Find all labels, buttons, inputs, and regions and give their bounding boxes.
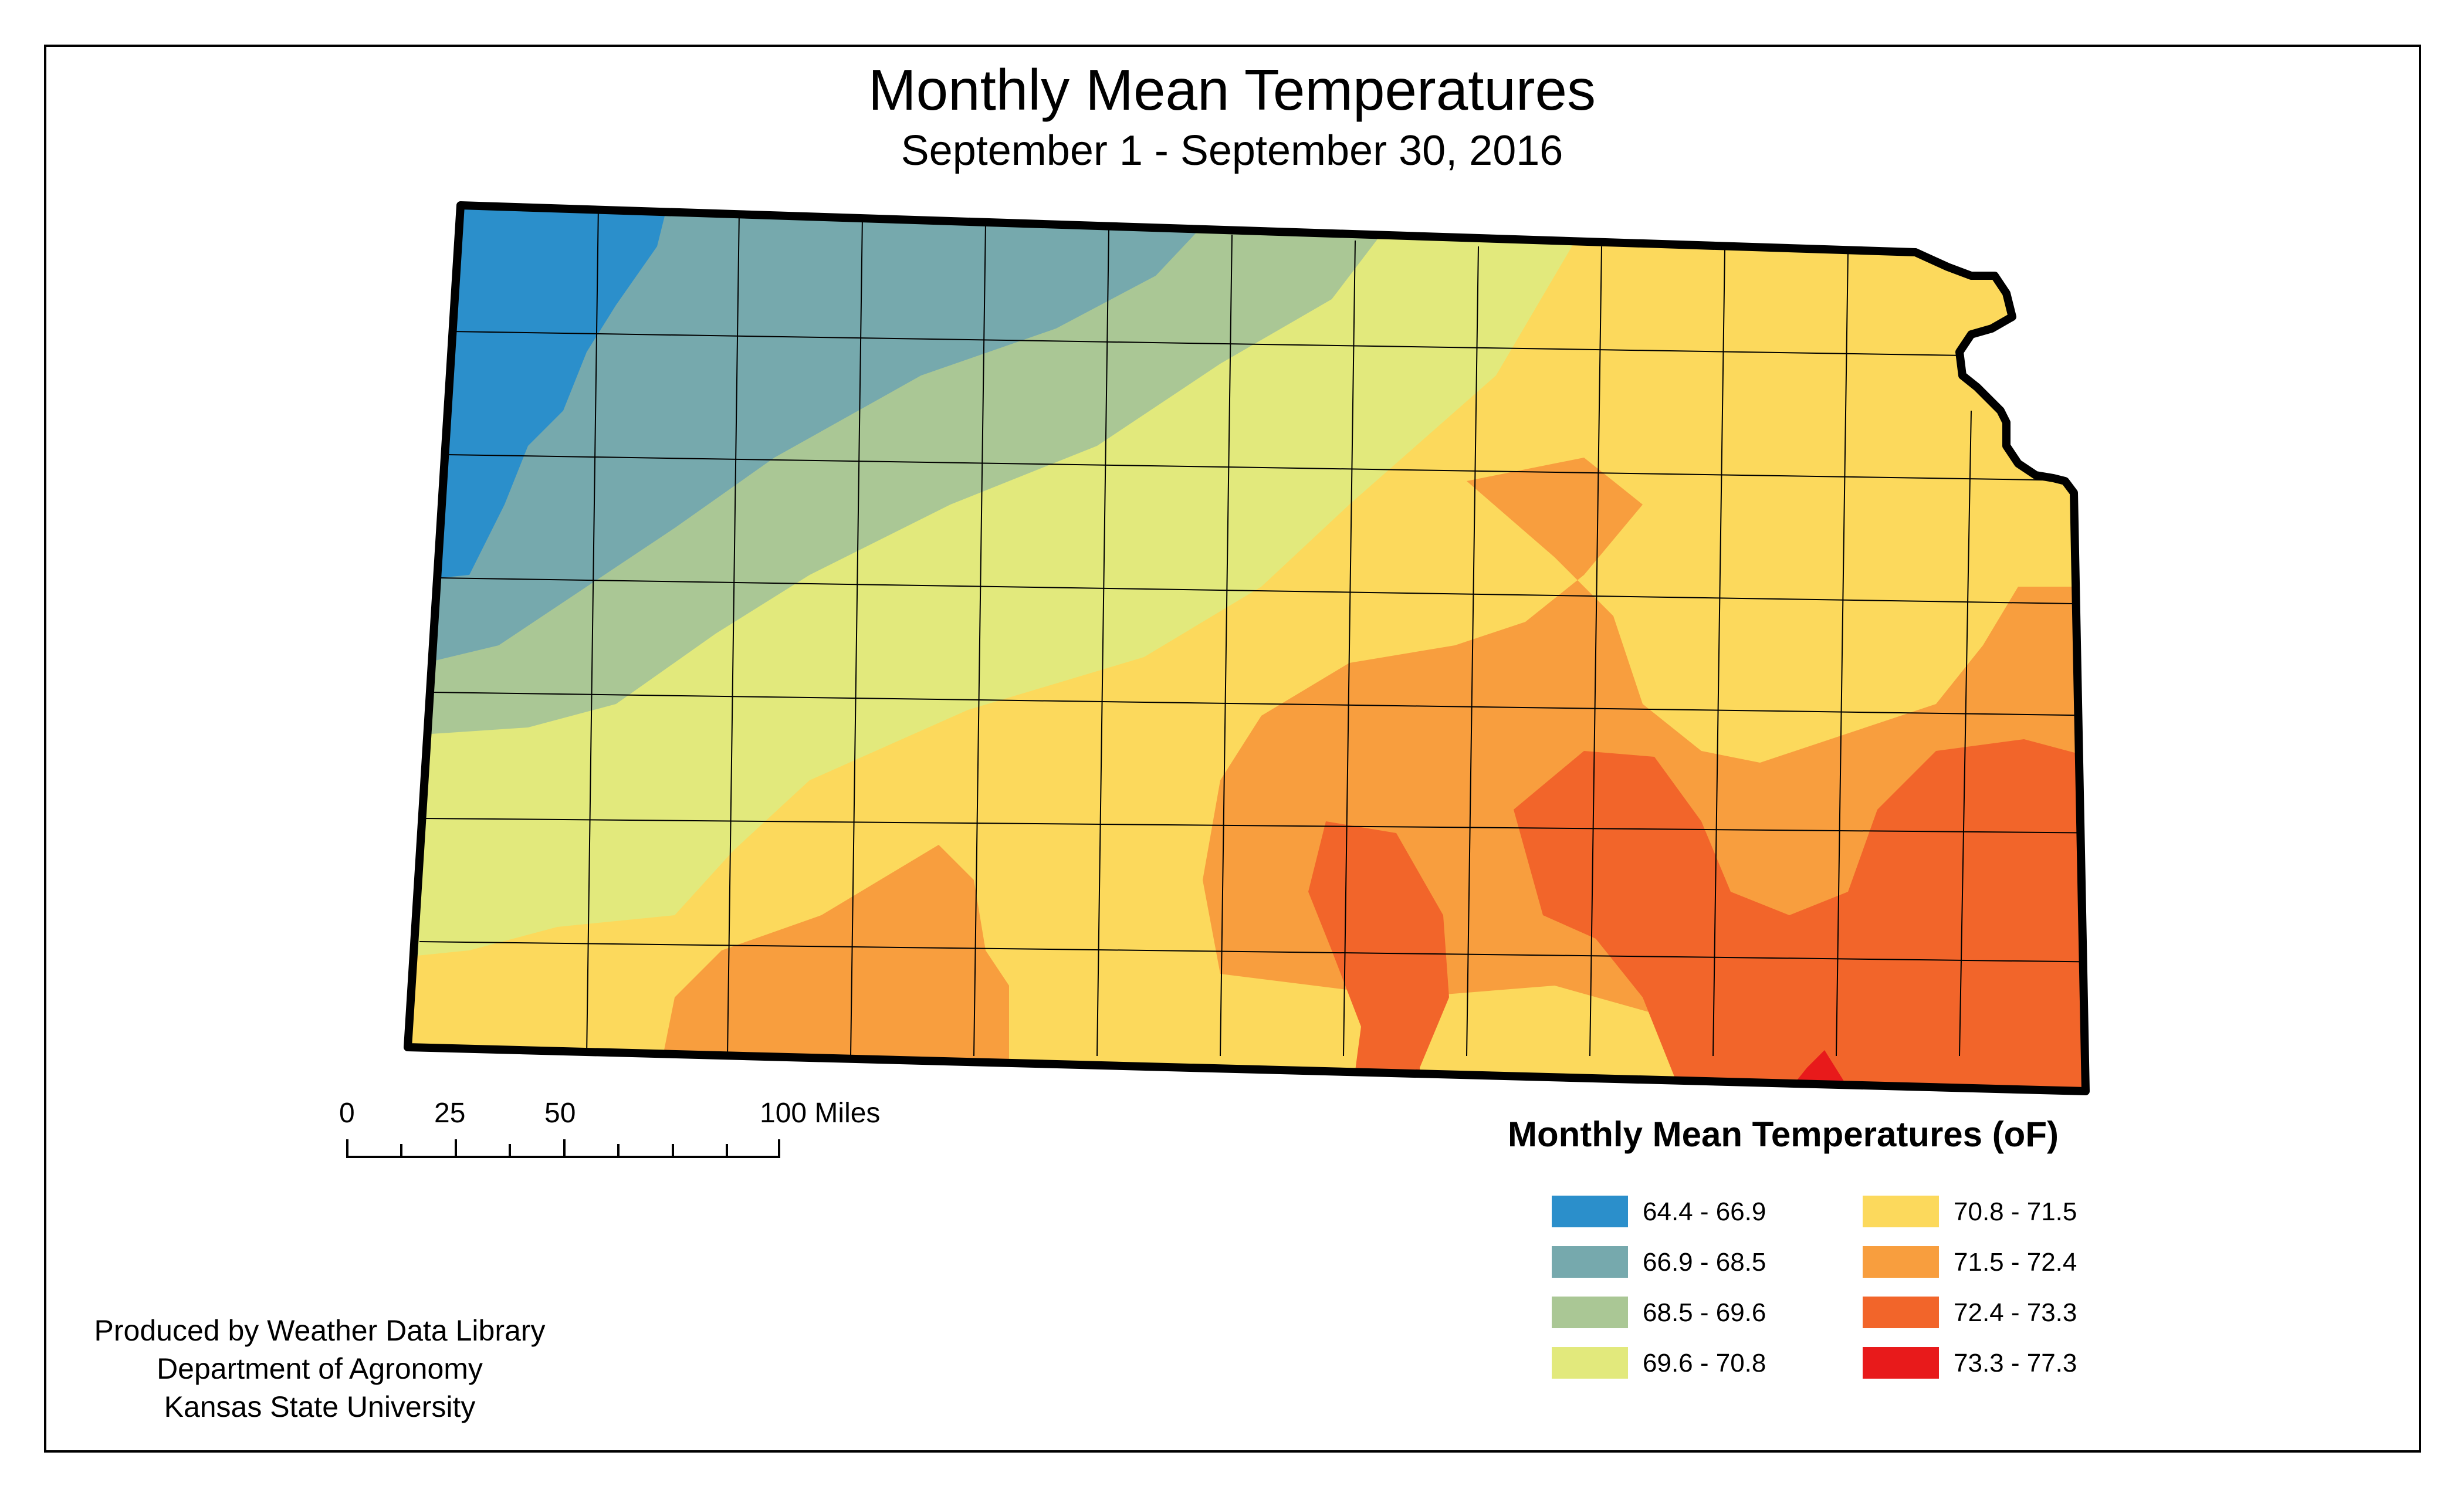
credit-line: Kansas State University xyxy=(164,1390,476,1423)
zone-71-5-72-4-south xyxy=(651,845,1009,1091)
scale-label-100: 100 Miles xyxy=(760,1098,881,1129)
scale-tick xyxy=(617,1144,620,1158)
credit-line: Department of Agronomy xyxy=(157,1352,483,1385)
legend-swatch xyxy=(1552,1246,1628,1278)
legend-swatch xyxy=(1863,1196,1939,1227)
legend-label: 70.8 - 71.5 xyxy=(1954,1197,2077,1226)
county-lines xyxy=(419,205,2086,1057)
scale-label-50: 50 xyxy=(544,1098,576,1129)
map-subtitle: September 1 - September 30, 2016 xyxy=(901,127,1563,174)
legend-label: 68.5 - 69.6 xyxy=(1643,1298,1766,1327)
temperature-zones xyxy=(408,205,2086,1091)
scale-bar: 0 25 50 100 Miles xyxy=(334,1097,880,1185)
legend-title: Monthly Mean Temperatures (oF) xyxy=(1508,1115,2059,1154)
zone-72-4-73-3-east xyxy=(1514,739,2086,1091)
legend-label: 73.3 - 77.3 xyxy=(1954,1349,2077,1377)
legend-swatch xyxy=(1552,1196,1628,1227)
legend-swatch xyxy=(1552,1347,1628,1379)
legend-swatch xyxy=(1863,1246,1939,1278)
legend-label: 66.9 - 68.5 xyxy=(1643,1248,1766,1277)
scale-label-0: 0 xyxy=(339,1098,355,1129)
legend-swatch xyxy=(1552,1297,1628,1328)
scale-tick xyxy=(400,1144,402,1158)
legend-swatch xyxy=(1863,1297,1939,1328)
scale-tick xyxy=(563,1139,566,1158)
zone-72-4-73-3-southcentral xyxy=(1308,821,1449,1091)
scale-tick xyxy=(726,1144,728,1158)
legend-label: 69.6 - 70.8 xyxy=(1643,1349,1766,1377)
scale-label-25: 25 xyxy=(434,1098,466,1129)
legend-label: 64.4 - 66.9 xyxy=(1643,1197,1766,1226)
credit-line: Produced by Weather Data Library xyxy=(94,1314,546,1347)
state-boundary xyxy=(404,201,2090,1095)
scale-tick xyxy=(455,1139,457,1158)
scale-tick xyxy=(672,1144,674,1158)
scale-tick xyxy=(346,1139,348,1158)
legend-swatch xyxy=(1863,1347,1939,1379)
legend-label: 71.5 - 72.4 xyxy=(1954,1248,2077,1277)
credits: Produced by Weather Data Library Departm… xyxy=(56,1312,584,1426)
map-title: Monthly Mean Temperatures xyxy=(868,57,1596,122)
legend-label: 72.4 - 73.3 xyxy=(1954,1298,2077,1327)
scale-tick xyxy=(509,1144,511,1158)
scale-tick xyxy=(778,1139,780,1158)
